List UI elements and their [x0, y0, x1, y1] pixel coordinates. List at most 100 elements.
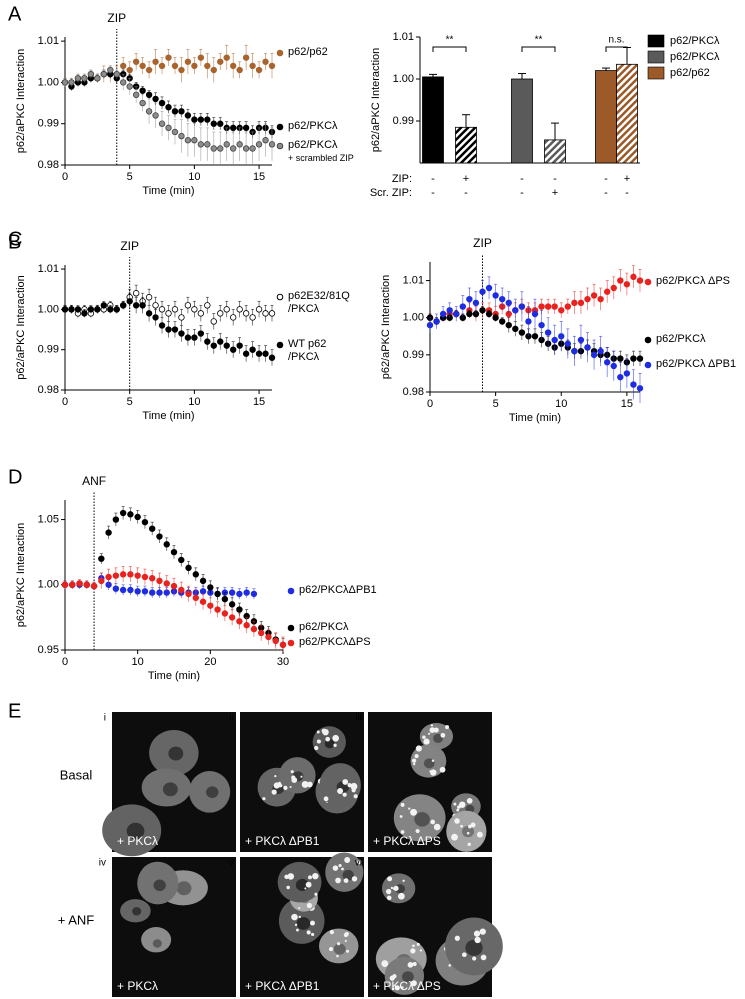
significance-label: ** [446, 35, 454, 46]
significance-bracket [521, 46, 556, 52]
data-point [229, 346, 237, 353]
punctum [335, 877, 341, 884]
nucleus [126, 822, 145, 840]
punctum [466, 831, 470, 835]
data-point [127, 511, 134, 518]
punctum [407, 962, 414, 968]
punctum [344, 857, 351, 863]
punctum [475, 936, 479, 940]
data-point [165, 326, 172, 333]
data-point [152, 314, 159, 321]
data-point [112, 516, 120, 523]
significance-label: n.s. [608, 35, 624, 46]
punctum [400, 802, 405, 807]
data-point [597, 347, 604, 355]
punctum [430, 769, 437, 776]
legend-marker [644, 361, 652, 369]
punctum [400, 986, 404, 989]
data-point [87, 306, 95, 313]
data-point [249, 346, 256, 353]
data-point [199, 598, 207, 605]
data-point [192, 594, 199, 602]
punctum [461, 952, 467, 958]
legend-label: p62/PKCλ [670, 51, 720, 63]
punctum [439, 766, 446, 773]
data-point [551, 303, 558, 310]
data-point [105, 573, 112, 581]
punctum [308, 875, 312, 880]
significance-bracket [605, 46, 628, 52]
punctum [468, 824, 472, 829]
data-point [505, 299, 512, 307]
legend-label-box: p62/PKCλ [656, 333, 706, 345]
data-point [178, 314, 185, 321]
data-point [217, 310, 224, 317]
data-point [603, 288, 611, 295]
legend-marker [276, 123, 284, 131]
data-point [229, 314, 237, 321]
data-point [210, 145, 217, 152]
panel-index: iv [99, 858, 106, 869]
data-point [558, 307, 565, 314]
nucleus [132, 906, 142, 916]
data-point [210, 120, 217, 127]
legend-label: p62/PKCλ [288, 120, 338, 132]
data-point [192, 571, 199, 578]
punctum [412, 961, 417, 967]
micrograph-caption: + PKCλ ΔPS [373, 979, 441, 993]
data-point [127, 571, 134, 578]
punctum [274, 774, 277, 778]
punctum [472, 956, 477, 961]
data-point [242, 350, 250, 357]
punctum [397, 892, 405, 900]
micrograph [368, 712, 492, 852]
punctum [342, 792, 347, 797]
data-point [158, 99, 166, 107]
data-point [158, 306, 166, 313]
data-point [505, 321, 512, 329]
data-point [152, 95, 159, 103]
data-point [207, 584, 214, 591]
data-point [107, 306, 114, 313]
legend-swatch [647, 66, 665, 80]
data-point [163, 580, 170, 587]
data-point [191, 334, 198, 341]
data-point [132, 58, 140, 65]
bar [595, 70, 617, 164]
micrograph-caption: + PKCλ ΔPB1 [245, 979, 320, 993]
data-point [512, 325, 519, 333]
data-point [236, 66, 243, 74]
data-point [210, 318, 217, 325]
data-point [165, 310, 172, 317]
nucleus [152, 939, 162, 948]
condition-sign: - [604, 173, 608, 185]
data-point [564, 340, 572, 347]
punctum [410, 948, 416, 954]
panel-index: v [229, 858, 234, 869]
data-point [439, 310, 447, 318]
legend-label: p62/PKCλΔPB1 [299, 584, 377, 596]
data-point [83, 581, 90, 588]
y-tick-label: 0.98 [38, 159, 59, 171]
data-point [68, 306, 75, 313]
data-point [76, 580, 83, 587]
punctum [394, 985, 400, 991]
data-point [479, 307, 486, 314]
data-point [210, 66, 217, 74]
data-point [113, 70, 120, 78]
data-point [262, 58, 269, 65]
data-point [603, 359, 611, 366]
micrograph [102, 712, 236, 857]
data-point [139, 302, 146, 309]
data-point [250, 590, 258, 598]
legend-label: p62/PKCλ ΔPB1 [656, 358, 737, 370]
data-point [617, 373, 624, 381]
data-point [571, 347, 578, 355]
y-axis-label: p62/aPKC Interaction [15, 523, 27, 628]
legend-label-box: p62/PKCλ [288, 139, 338, 151]
legend-label-box: WT p62 /PKCλ [288, 338, 326, 363]
y-tick-label: 1.01 [393, 31, 414, 43]
data-point [145, 66, 153, 74]
y-tick-label: 1.00 [403, 312, 424, 324]
punctum [344, 931, 349, 936]
